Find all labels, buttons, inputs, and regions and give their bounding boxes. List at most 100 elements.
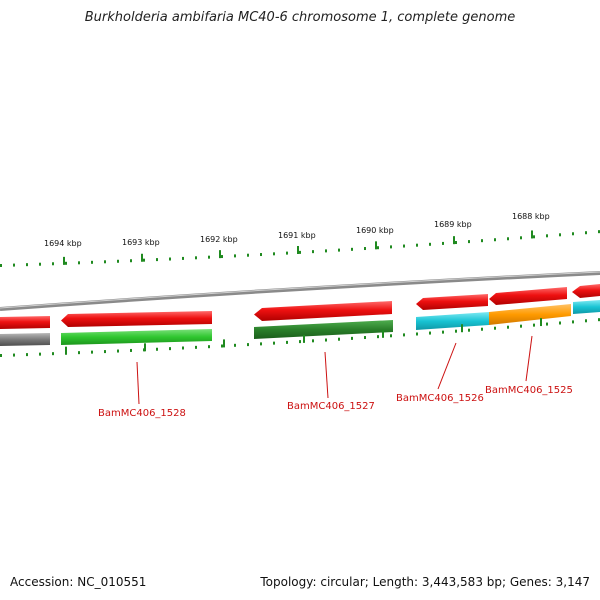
scale-minor-tick xyxy=(364,336,366,340)
scale-minor-tick xyxy=(299,250,301,254)
scale-minor-tick xyxy=(260,253,262,257)
scale-minor-tick xyxy=(195,256,197,260)
scale-minor-tick xyxy=(585,231,587,235)
gene-forward-6[interactable] xyxy=(572,284,600,298)
scale-minor-tick xyxy=(0,264,2,267)
scale-labels: 1694 kbp 1693 kbp 1692 kbp 1691 kbp 1690… xyxy=(44,212,550,248)
scale-minor-tick xyxy=(117,259,119,263)
scale-minor-tick xyxy=(234,343,236,347)
gene-forward-4[interactable] xyxy=(416,294,488,310)
scale-minor-tick xyxy=(390,334,392,338)
scale-minor-tick xyxy=(260,342,262,346)
upper-scale-ruler xyxy=(0,230,600,267)
gene-forward-3[interactable] xyxy=(254,301,392,321)
scale-minor-tick xyxy=(130,259,132,263)
scale-minor-tick xyxy=(78,261,80,265)
scale-minor-tick xyxy=(416,332,418,336)
scale-minor-tick xyxy=(247,343,249,347)
leader-line-1528 xyxy=(136,361,140,405)
scale-minor-tick xyxy=(546,322,548,326)
forward-strand-genes xyxy=(0,284,600,329)
scale-major-tick xyxy=(219,250,221,259)
scale-minor-tick xyxy=(468,240,470,244)
feature-cyan-2[interactable] xyxy=(573,300,600,314)
gene-label-1525[interactable]: BamMC406_1525 xyxy=(485,385,573,396)
scale-minor-tick xyxy=(598,318,600,322)
scale-major-tick xyxy=(382,329,384,338)
gene-label-leaders xyxy=(136,335,533,405)
scale-minor-tick xyxy=(247,253,249,257)
scale-minor-tick xyxy=(78,351,80,355)
scale-minor-tick xyxy=(52,352,54,356)
gene-label-1528[interactable]: BamMC406_1528 xyxy=(98,408,186,419)
scale-minor-tick xyxy=(156,258,158,262)
scale-minor-tick xyxy=(182,256,184,260)
gene-label-1527[interactable]: BamMC406_1527 xyxy=(287,401,375,412)
gene-forward-1[interactable] xyxy=(0,316,50,329)
scale-minor-tick xyxy=(442,330,444,334)
feature-green-1[interactable] xyxy=(61,329,212,345)
scale-minor-tick xyxy=(65,261,67,265)
scale-minor-tick xyxy=(208,255,210,259)
gene-forward-5[interactable] xyxy=(489,287,567,305)
scale-minor-tick xyxy=(520,236,522,240)
scale-minor-tick xyxy=(598,230,600,234)
scale-minor-tick xyxy=(377,246,379,250)
scale-minor-tick xyxy=(455,241,457,245)
scale-minor-tick xyxy=(494,238,496,242)
scale-minor-tick xyxy=(169,347,171,351)
scale-minor-tick xyxy=(559,233,561,237)
scale-minor-tick xyxy=(221,255,223,259)
scale-major-tick xyxy=(453,236,455,245)
scale-minor-tick xyxy=(585,319,587,323)
scale-label-1692: 1692 kbp xyxy=(200,235,238,244)
feature-darkgreen-1[interactable] xyxy=(254,320,393,339)
scale-minor-tick xyxy=(416,243,418,247)
scale-label-1691: 1691 kbp xyxy=(278,231,316,240)
scale-major-tick xyxy=(303,334,305,343)
scale-minor-tick xyxy=(91,260,93,264)
scale-minor-tick xyxy=(104,350,106,354)
scale-minor-tick xyxy=(507,325,509,329)
gene-forward-2[interactable] xyxy=(61,311,212,327)
leader-line-1525 xyxy=(525,335,533,382)
scale-label-1688: 1688 kbp xyxy=(512,212,550,221)
feature-gray-1[interactable] xyxy=(0,333,50,346)
feature-cyan-1[interactable] xyxy=(416,312,489,330)
scale-minor-tick xyxy=(442,241,444,245)
scale-minor-tick xyxy=(195,345,197,349)
scale-minor-tick xyxy=(338,248,340,252)
scale-label-1690: 1690 kbp xyxy=(356,226,394,235)
scale-minor-tick xyxy=(182,346,184,350)
scale-label-1689: 1689 kbp xyxy=(434,220,472,229)
gene-label-1526[interactable]: BamMC406_1526 xyxy=(396,393,484,404)
scale-minor-tick xyxy=(481,239,483,243)
feature-track-2 xyxy=(0,300,600,346)
scale-minor-tick xyxy=(0,354,2,357)
lower-scale-ruler xyxy=(0,318,600,357)
scale-minor-tick xyxy=(377,335,379,339)
genome-summary-text: Topology: circular; Length: 3,443,583 bp… xyxy=(260,575,590,589)
feature-orange-1[interactable] xyxy=(489,304,571,325)
genome-title: Burkholderia ambifaria MC40-6 chromosome… xyxy=(84,10,516,25)
scale-minor-tick xyxy=(481,327,483,331)
scale-major-tick xyxy=(531,230,533,239)
scale-minor-tick xyxy=(364,247,366,251)
scale-minor-tick xyxy=(26,263,28,267)
scale-major-tick xyxy=(540,318,542,327)
scale-minor-tick xyxy=(325,338,327,342)
scale-minor-tick xyxy=(143,258,145,262)
scale-minor-tick xyxy=(156,347,158,351)
scale-minor-tick xyxy=(169,257,171,261)
scale-minor-tick xyxy=(52,262,54,266)
scale-minor-tick xyxy=(455,329,457,333)
scale-minor-tick xyxy=(507,237,509,241)
scale-minor-tick xyxy=(390,245,392,249)
scale-major-tick xyxy=(461,324,463,333)
scale-minor-tick xyxy=(286,251,288,255)
scale-minor-tick xyxy=(117,349,119,353)
scale-label-1694: 1694 kbp xyxy=(44,239,82,248)
scale-minor-tick xyxy=(273,341,275,345)
genome-backbone-highlight xyxy=(0,271,600,309)
scale-label-1693: 1693 kbp xyxy=(122,238,160,247)
